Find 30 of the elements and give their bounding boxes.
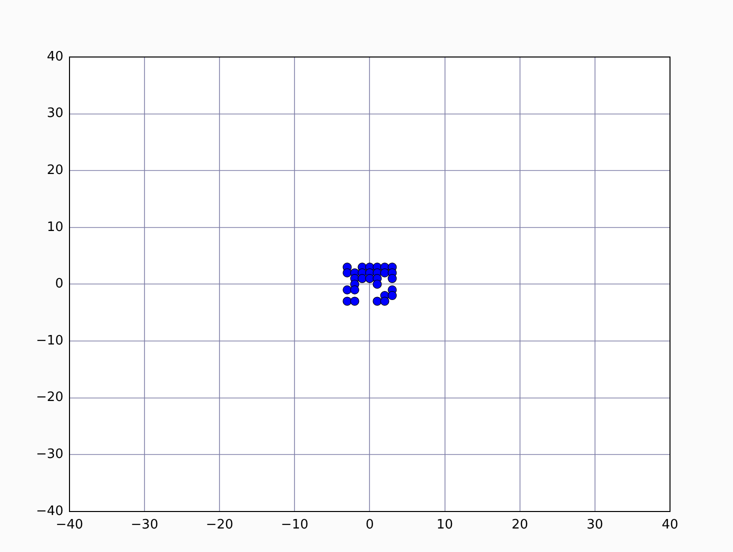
point: [358, 274, 367, 284]
point: [350, 296, 360, 306]
y-tick-label: 20: [46, 162, 64, 178]
point: [380, 296, 390, 306]
y-tick-label: −10: [36, 333, 64, 348]
point: [342, 285, 352, 294]
point: [372, 280, 382, 289]
y-tick-label: 0: [55, 276, 64, 292]
point: [372, 296, 382, 306]
x-tick-label: 30: [586, 518, 604, 533]
y-tick-label: −40: [36, 504, 64, 519]
x-tick-label: −20: [206, 518, 234, 533]
y-tick-label: −20: [36, 390, 64, 406]
point: [388, 291, 397, 300]
point: [350, 285, 360, 294]
point: [388, 274, 397, 284]
x-tick-label: 40: [662, 518, 678, 533]
x-tick-label: 20: [512, 518, 528, 533]
x-tick-label: 10: [436, 518, 454, 533]
point: [380, 268, 390, 278]
point: [342, 296, 352, 306]
y-tick-label: −30: [36, 446, 64, 462]
point: [365, 274, 374, 284]
x-tick-label: 0: [366, 518, 374, 533]
point: [342, 268, 352, 278]
x-tick-label: −10: [280, 518, 308, 533]
y-tick-label: 40: [46, 49, 64, 64]
y-tick-label: 30: [46, 106, 64, 122]
x-tick-label: −30: [130, 518, 158, 533]
y-tick-label: 10: [46, 220, 64, 235]
